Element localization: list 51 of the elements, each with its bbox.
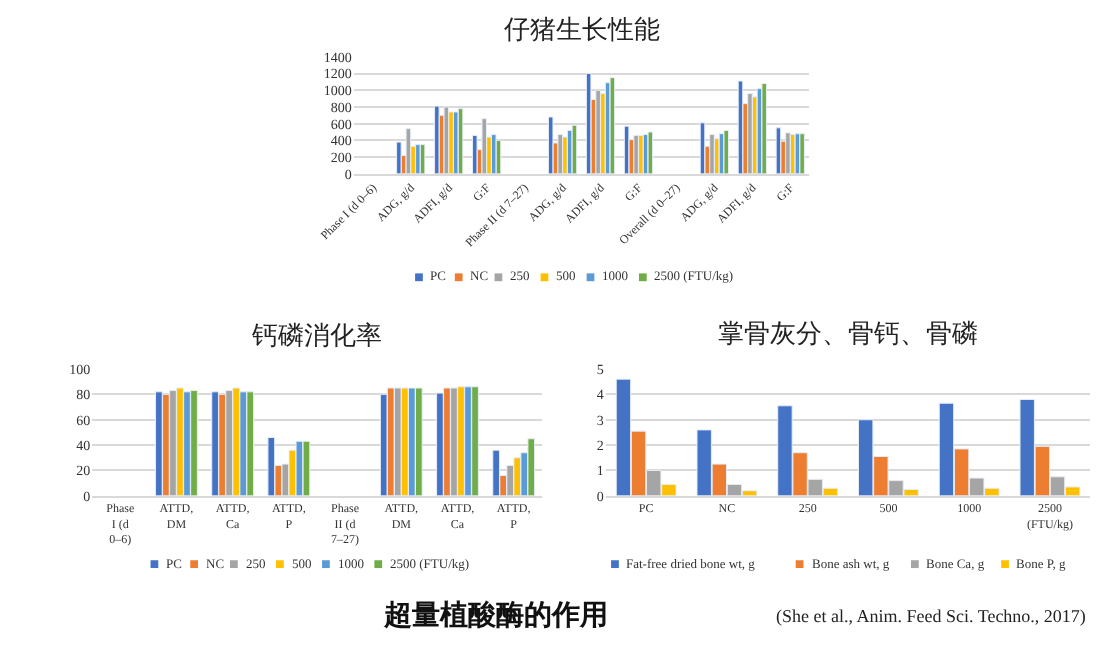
bar [453, 111, 459, 174]
bar [492, 449, 500, 496]
bar [464, 386, 472, 496]
bar [400, 387, 409, 496]
bar [457, 108, 464, 174]
bar [267, 437, 276, 496]
bar [218, 393, 226, 496]
bar [162, 393, 170, 496]
bar [239, 391, 248, 496]
bar [471, 386, 479, 496]
bar [761, 83, 767, 174]
bar [450, 387, 458, 496]
bar [513, 457, 522, 496]
text: 超量植酸酶的作用 [382, 600, 608, 632]
bar [232, 387, 241, 496]
bar [562, 136, 568, 174]
bar [407, 387, 416, 496]
bar [747, 93, 753, 174]
bar [448, 111, 454, 174]
bar [379, 393, 388, 496]
bar [785, 132, 791, 174]
chart-title: 掌骨灰分、骨钙、骨磷 [718, 320, 978, 350]
bar [723, 129, 729, 174]
bar [169, 390, 177, 496]
bar [295, 440, 304, 496]
bar [302, 440, 311, 496]
bar [709, 134, 715, 174]
bar [571, 124, 578, 174]
bar [183, 391, 191, 496]
bar [225, 390, 233, 496]
bar [714, 138, 720, 174]
bar [647, 131, 654, 174]
bar [457, 386, 465, 496]
bar [527, 438, 536, 496]
bar [491, 134, 497, 174]
bar [246, 391, 255, 496]
bar [393, 387, 402, 496]
bar [155, 391, 163, 496]
chart-title: 钙磷消化率 [250, 320, 382, 352]
bar [751, 96, 758, 174]
bar [436, 392, 444, 496]
text: (She et al., Anim. Feed Sci. Techno., 2017) [776, 606, 1086, 626]
bar [386, 387, 395, 496]
bar [799, 133, 805, 174]
bar [176, 387, 184, 496]
bar [211, 391, 219, 496]
chart-title: 仔猪生长性能 [504, 16, 660, 46]
bar [415, 387, 423, 496]
bar [190, 390, 198, 496]
bar [609, 77, 616, 174]
bar [443, 387, 451, 496]
